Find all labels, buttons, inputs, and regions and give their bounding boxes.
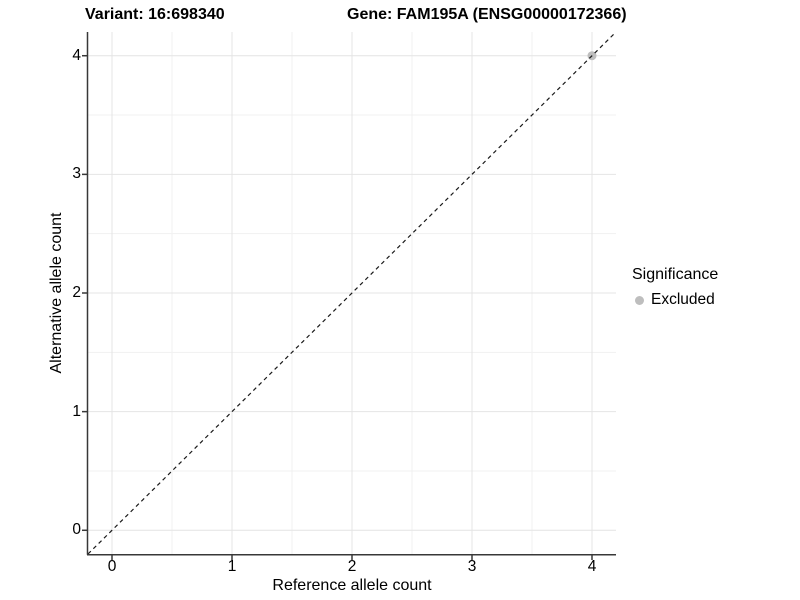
legend-key-dot-icon	[635, 295, 644, 305]
y-tick-label: 3	[72, 165, 81, 183]
legend-entry-label: Excluded	[651, 291, 715, 308]
legend-entries: Excluded	[632, 289, 718, 311]
x-tick-label: 1	[227, 558, 237, 575]
x-tick-label: 3	[467, 558, 477, 575]
y-tick-label: 2	[72, 284, 81, 301]
y-tick-label: 4	[72, 46, 81, 64]
gene-title: Gene: FAM195A (ENSG00000172366)	[347, 6, 627, 23]
y-axis-title: Alternative allele count	[48, 212, 65, 374]
x-tick-label: 4	[587, 558, 597, 575]
plot-titles: Variant: 16:698340 Gene: FAM195A (ENSG00…	[0, 6, 800, 28]
x-tick-label: 2	[347, 558, 357, 575]
x-axis-title: Reference allele count	[272, 577, 432, 594]
variant-title: Variant: 16:698340	[85, 6, 225, 23]
legend: Significance Excluded	[632, 265, 718, 311]
identity-line	[87, 31, 617, 555]
y-tick-label: 1	[72, 402, 81, 420]
y-tick-label: 0	[72, 521, 81, 539]
x-tick-label: 0	[107, 558, 117, 575]
legend-entry: Excluded	[632, 289, 718, 311]
legend-title: Significance	[632, 266, 719, 283]
